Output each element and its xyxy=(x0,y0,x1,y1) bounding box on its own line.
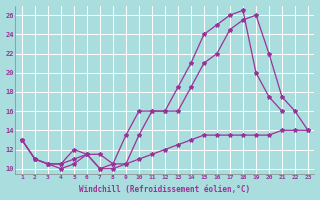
X-axis label: Windchill (Refroidissement éolien,°C): Windchill (Refroidissement éolien,°C) xyxy=(79,185,251,194)
